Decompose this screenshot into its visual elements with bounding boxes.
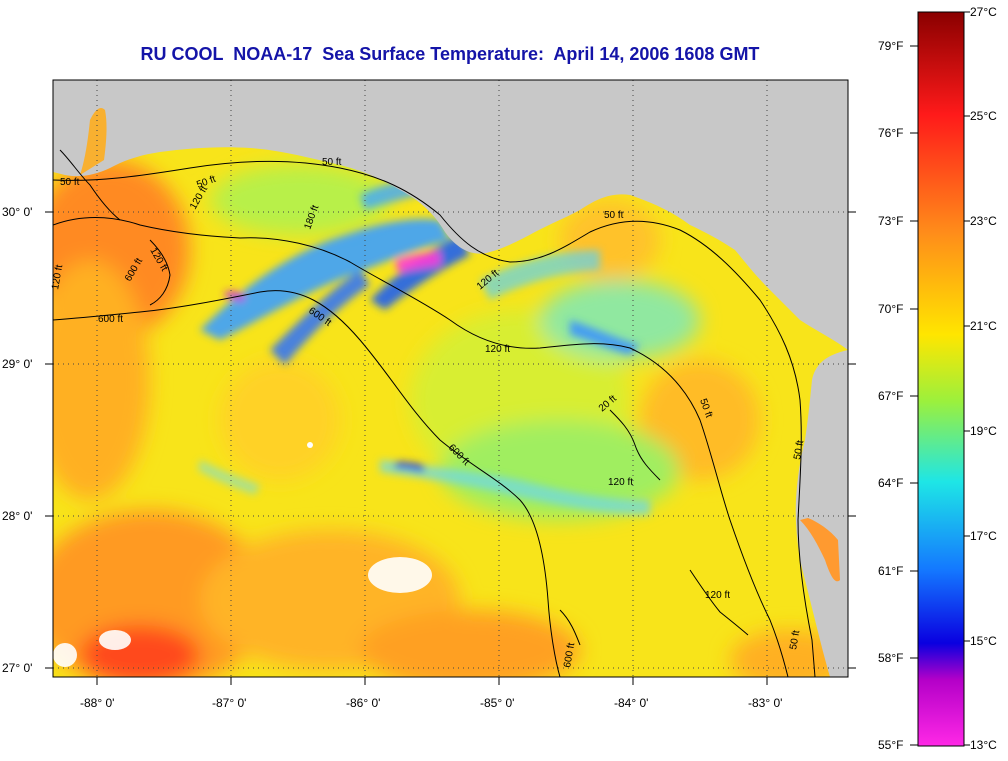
lon-label: -87° 0' [212, 696, 246, 710]
colorbar-f-label: 73°F [878, 214, 903, 228]
bathymetry-contours [53, 149, 816, 677]
contour-label: 600 ft [562, 642, 577, 669]
lon-label: -86° 0' [346, 696, 380, 710]
sst-field [53, 80, 848, 677]
colorbar-f-label: 61°F [878, 564, 903, 578]
lon-label: -84° 0' [614, 696, 648, 710]
colorbar-c-label: 25°C [970, 109, 997, 123]
colorbar-f-label: 58°F [878, 651, 903, 665]
colorbar-f-label: 76°F [878, 126, 903, 140]
contour-label: 120 ft [705, 590, 730, 601]
contour-label: 50 ft [792, 439, 806, 460]
colorbar-c-label: 21°C [970, 319, 997, 333]
lat-label: 30° 0' [2, 205, 32, 219]
colorbar: 79°F 76°F 73°F 70°F 67°F 64°F 61°F 58°F … [878, 5, 997, 752]
lon-labels: -88° 0' -87° 0' -86° 0' -85° 0' -84° 0' … [80, 696, 782, 710]
contour-label: 50 ft [604, 210, 624, 221]
colorbar-c-label: 27°C [970, 5, 997, 19]
contour-label: 120 ft [50, 264, 65, 291]
contour-label: 50 ft [322, 157, 342, 168]
lon-label: -83° 0' [748, 696, 782, 710]
contour-label: 120 ft [485, 344, 510, 355]
lat-label: 27° 0' [2, 661, 32, 675]
colorbar-c-label: 17°C [970, 529, 997, 543]
colorbar-c-label: 15°C [970, 634, 997, 648]
lon-label: -88° 0' [80, 696, 114, 710]
colorbar-f-label: 79°F [878, 39, 903, 53]
colorbar-c-label: 13°C [970, 738, 997, 752]
lon-label: -85° 0' [480, 696, 514, 710]
colorbar-c-label: 19°C [970, 424, 997, 438]
map-title: RU COOL NOAA-17 Sea Surface Temperature:… [140, 44, 760, 64]
contour-label: 50 ft [788, 629, 802, 650]
colorbar-scale [917, 11, 965, 747]
axis-ticks [45, 211, 856, 685]
land [53, 80, 848, 677]
colorbar-f-label: 70°F [878, 302, 903, 316]
colorbar-f-label: 55°F [878, 738, 903, 752]
colorbar-c-label: 23°C [970, 214, 997, 228]
contour-label: 600 ft [98, 314, 123, 325]
contour-label: 50 ft [60, 177, 80, 188]
map-frame [52, 79, 849, 678]
colorbar-f-label: 67°F [878, 389, 903, 403]
lat-labels: 30° 0' 29° 0' 28° 0' 27° 0' [2, 205, 32, 675]
contour-label: 120 ft [608, 477, 633, 488]
lat-label: 28° 0' [2, 509, 32, 523]
colorbar-f-label: 64°F [878, 476, 903, 490]
lat-label: 29° 0' [2, 357, 32, 371]
